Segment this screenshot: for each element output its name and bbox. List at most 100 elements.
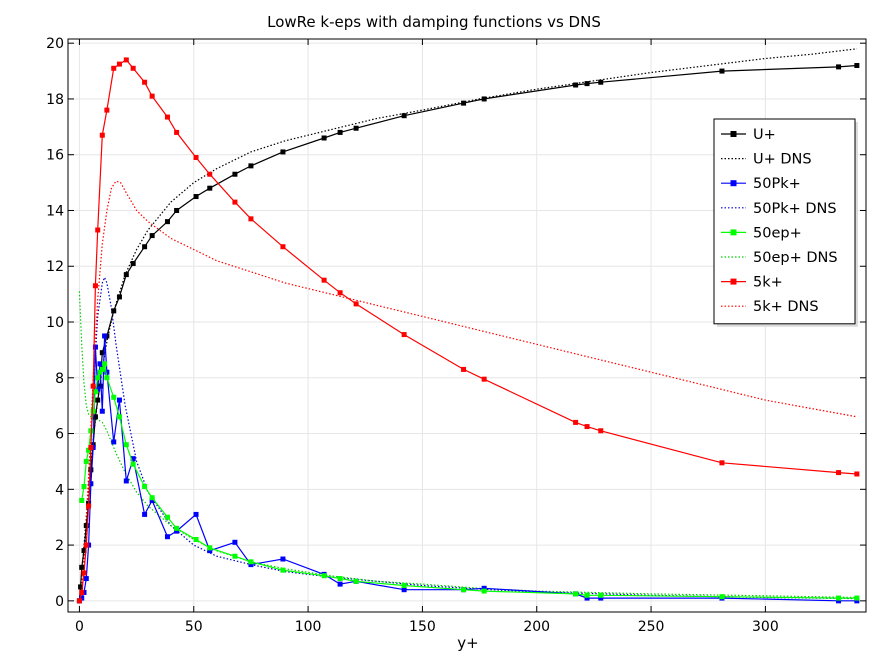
plot-frame xyxy=(67,38,867,613)
legend-marker xyxy=(730,180,737,187)
y-tick-label: 8 xyxy=(55,371,64,387)
series-line-5k-plus xyxy=(78,59,857,601)
data-point xyxy=(116,61,122,67)
x-tick-label: 0 xyxy=(75,619,84,635)
data-point xyxy=(573,591,579,597)
data-point xyxy=(86,503,92,509)
data-point xyxy=(584,424,590,430)
data-point xyxy=(81,484,87,490)
data-point xyxy=(321,573,327,579)
x-tick-label: 150 xyxy=(409,619,436,635)
data-point xyxy=(123,478,129,484)
data-point xyxy=(88,428,94,434)
data-point xyxy=(130,461,136,467)
data-point xyxy=(99,366,105,372)
data-point xyxy=(598,428,604,434)
series-50ep-plus xyxy=(79,361,860,601)
data-point xyxy=(337,290,343,296)
data-point xyxy=(353,125,359,131)
data-point xyxy=(88,444,94,450)
data-point xyxy=(353,578,359,584)
legend-label: 50ep+ xyxy=(753,225,802,241)
y-tick-label: 2 xyxy=(55,538,64,554)
series-u-plus-dns xyxy=(78,48,857,601)
data-point xyxy=(401,587,407,593)
data-point xyxy=(280,149,286,155)
data-point xyxy=(207,185,213,191)
legend-marker xyxy=(730,131,737,137)
y-tick-label: 10 xyxy=(46,315,64,331)
series-layer xyxy=(76,48,860,604)
data-point xyxy=(719,460,725,466)
data-point xyxy=(598,592,604,598)
data-point xyxy=(164,219,170,225)
data-point xyxy=(83,542,89,548)
data-point xyxy=(142,484,148,490)
data-point xyxy=(81,570,87,576)
data-point xyxy=(88,467,94,473)
data-point xyxy=(142,244,148,250)
data-point xyxy=(337,581,343,587)
legend-marker xyxy=(730,229,737,236)
data-point xyxy=(854,471,860,477)
data-point xyxy=(76,598,82,604)
data-point xyxy=(854,598,860,604)
legend-label: 50Pk+ xyxy=(753,176,801,192)
data-point xyxy=(123,57,129,63)
data-point xyxy=(854,62,860,68)
data-point xyxy=(149,93,155,99)
data-point xyxy=(142,511,148,517)
data-point xyxy=(116,414,122,420)
x-tick-label: 50 xyxy=(185,619,203,635)
series-50pk-plus-dns xyxy=(78,275,857,601)
data-point xyxy=(321,277,327,283)
data-point xyxy=(232,553,238,559)
data-point xyxy=(193,511,199,517)
data-point xyxy=(95,386,101,392)
data-point xyxy=(149,497,155,503)
series-line-5k-plus-dns xyxy=(78,180,858,601)
data-point xyxy=(79,497,85,503)
data-point xyxy=(95,397,101,403)
x-tick-label: 100 xyxy=(295,619,322,635)
x-tick-label: 300 xyxy=(752,619,779,635)
data-point xyxy=(130,260,136,266)
data-point xyxy=(164,514,170,520)
data-point xyxy=(149,233,155,239)
data-point xyxy=(353,301,359,307)
data-point xyxy=(207,545,213,551)
data-point xyxy=(104,107,110,113)
data-point xyxy=(102,361,108,367)
data-point xyxy=(95,227,101,233)
legend: U+ U+ DNS 50Pk+ 50Pk+ DNS 50ep+ 50ep+ DNS 5k+ 5… xyxy=(713,118,858,327)
legend-label: 5k+ DNS xyxy=(753,299,819,315)
x-axis-label: y+ xyxy=(457,634,478,652)
data-point xyxy=(248,562,254,568)
data-point xyxy=(102,333,108,339)
data-point xyxy=(92,389,98,395)
y-tick-label: 20 xyxy=(46,36,64,52)
data-point xyxy=(83,523,89,529)
data-point xyxy=(836,470,842,476)
data-point xyxy=(104,375,110,381)
data-point xyxy=(280,567,286,573)
y-tick-label: 4 xyxy=(55,482,64,498)
data-point xyxy=(123,442,129,448)
data-point xyxy=(111,308,117,314)
data-point xyxy=(116,294,122,300)
y-tick-label: 14 xyxy=(46,203,64,219)
axis-ticks: 0 50 100 150 200 250 300 0 2 4 6 8 10 12 14 16 18 20 xyxy=(46,36,866,635)
data-point xyxy=(232,171,238,177)
data-point xyxy=(719,594,725,600)
data-point xyxy=(337,129,343,135)
data-point xyxy=(99,132,105,138)
legend-label: U+ xyxy=(753,127,776,143)
data-point xyxy=(584,592,590,598)
data-point xyxy=(116,397,122,403)
legend-label: 50Pk+ DNS xyxy=(753,201,837,217)
data-point xyxy=(92,283,98,289)
y-tick-label: 12 xyxy=(46,259,64,275)
data-point xyxy=(280,556,286,562)
